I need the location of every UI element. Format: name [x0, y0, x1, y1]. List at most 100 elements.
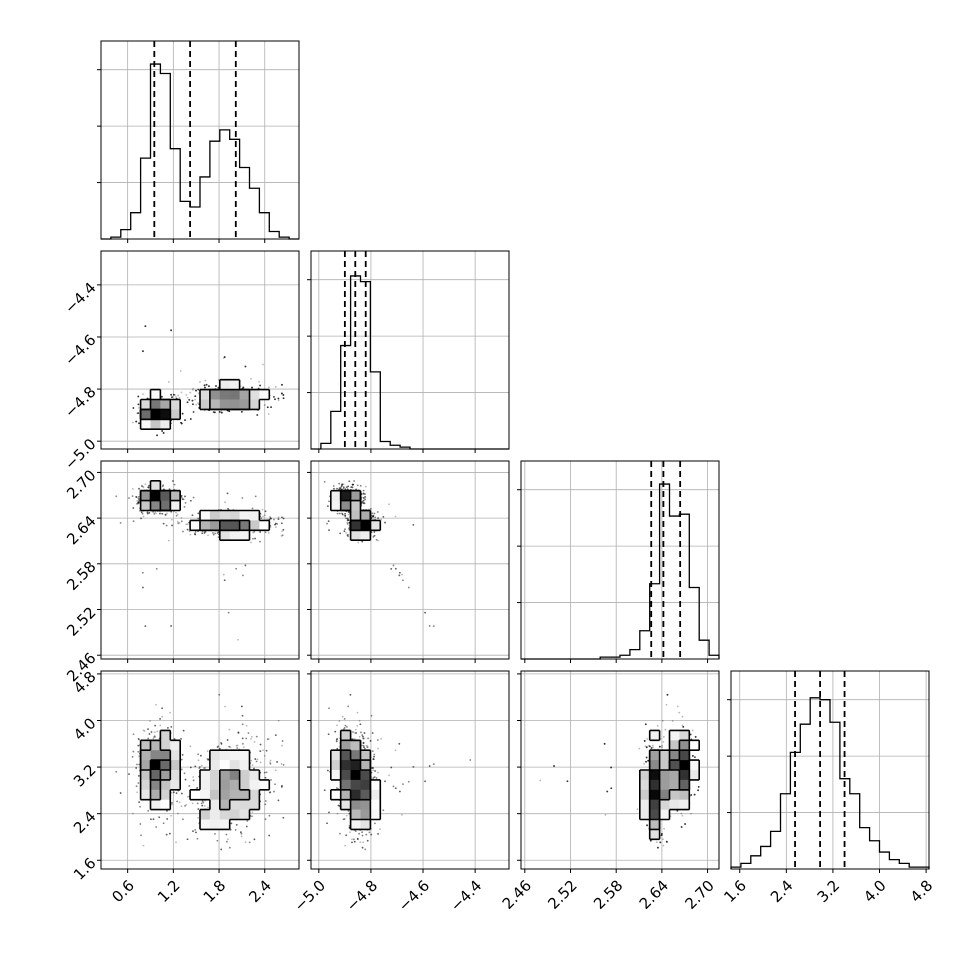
sample-point [270, 406, 272, 409]
sample-point [184, 501, 187, 504]
sample-point [270, 406, 272, 409]
sample-point [224, 501, 226, 504]
sample-point [132, 407, 135, 409]
sample-point [258, 380, 260, 383]
density-cell [229, 379, 241, 391]
sample-point [256, 414, 259, 416]
density-cell [170, 409, 181, 420]
sample-point [223, 356, 226, 358]
sample-point [132, 520, 135, 523]
sample-point [282, 394, 285, 396]
density-cell [249, 399, 260, 410]
density-cell [140, 399, 151, 410]
sample-point [181, 412, 184, 415]
density-cell [229, 399, 241, 410]
sample-point [154, 511, 157, 514]
sample-point [136, 499, 139, 502]
sample-point [137, 495, 140, 498]
sample-point [162, 432, 165, 434]
sample-point [223, 356, 226, 358]
sample-point [218, 411, 221, 413]
density-cell [209, 399, 221, 410]
sample-point [175, 395, 177, 398]
density-cell [170, 399, 181, 410]
sample-point [250, 377, 252, 380]
density-cell [150, 419, 161, 430]
sample-point [180, 517, 183, 519]
sample-point [137, 403, 140, 406]
sample-point [204, 379, 207, 382]
sample-point [156, 434, 158, 437]
sample-point [197, 402, 199, 404]
density-cell [150, 389, 161, 400]
sample-point [240, 410, 243, 413]
sample-point [260, 517, 263, 520]
sample-point [177, 394, 179, 397]
density-cell [150, 399, 161, 410]
sample-point [179, 370, 182, 372]
sample-point [254, 495, 257, 498]
sample-point [182, 530, 184, 533]
sample-point [164, 513, 167, 516]
sample-point [251, 386, 253, 389]
sample-point [197, 392, 200, 395]
sample-point [167, 539, 170, 542]
sample-point [277, 397, 280, 400]
panel-frame [100, 250, 300, 450]
sample-point [226, 492, 229, 495]
panel-1-1 [307, 250, 510, 453]
sample-point [214, 532, 217, 535]
sample-point [180, 422, 183, 425]
sample-point [282, 397, 285, 400]
sample-point [167, 381, 170, 383]
sample-point [207, 534, 209, 537]
density-cell [140, 409, 151, 420]
sample-point [205, 383, 208, 386]
sample-point [170, 329, 173, 332]
sample-point [273, 518, 275, 521]
sample-point [176, 520, 179, 523]
sample-point [189, 418, 192, 420]
panel-2-0: 2.462.522.582.642.70 [63, 460, 300, 685]
sample-point [227, 611, 230, 614]
sample-point [171, 396, 173, 398]
sample-point [183, 505, 186, 508]
sample-point [195, 389, 197, 392]
sample-point [144, 483, 147, 486]
sample-point [170, 393, 173, 396]
sample-point [136, 412, 139, 415]
sample-point [263, 514, 266, 517]
sample-point [207, 385, 210, 388]
y-tick-label: −4.6 [61, 331, 99, 369]
density-cell [160, 399, 171, 410]
density-cell [239, 389, 250, 400]
sample-point [259, 531, 262, 533]
sample-point [184, 419, 186, 422]
sample-point [140, 517, 142, 520]
sample-point [137, 497, 140, 500]
sample-point [282, 397, 285, 400]
sample-point [138, 487, 140, 490]
sample-point [115, 495, 118, 498]
sample-point [142, 350, 144, 353]
sample-point [170, 518, 173, 521]
sample-point [249, 541, 252, 544]
sample-point [277, 399, 280, 402]
sample-point [186, 401, 189, 404]
sample-point [228, 410, 231, 413]
sample-point [162, 484, 165, 486]
density-cell [239, 399, 250, 410]
sample-point [194, 531, 197, 533]
sample-point [267, 413, 270, 415]
sample-point [192, 496, 195, 499]
sample-point [180, 391, 183, 394]
sample-point [159, 512, 161, 515]
y-tick-label: −4.4 [61, 279, 99, 317]
sample-point [191, 399, 194, 402]
sample-point [138, 422, 140, 425]
sample-point [268, 386, 270, 389]
sample-point [141, 571, 144, 574]
sample-point [171, 396, 173, 398]
sample-point [144, 325, 147, 328]
sample-point [170, 625, 173, 627]
